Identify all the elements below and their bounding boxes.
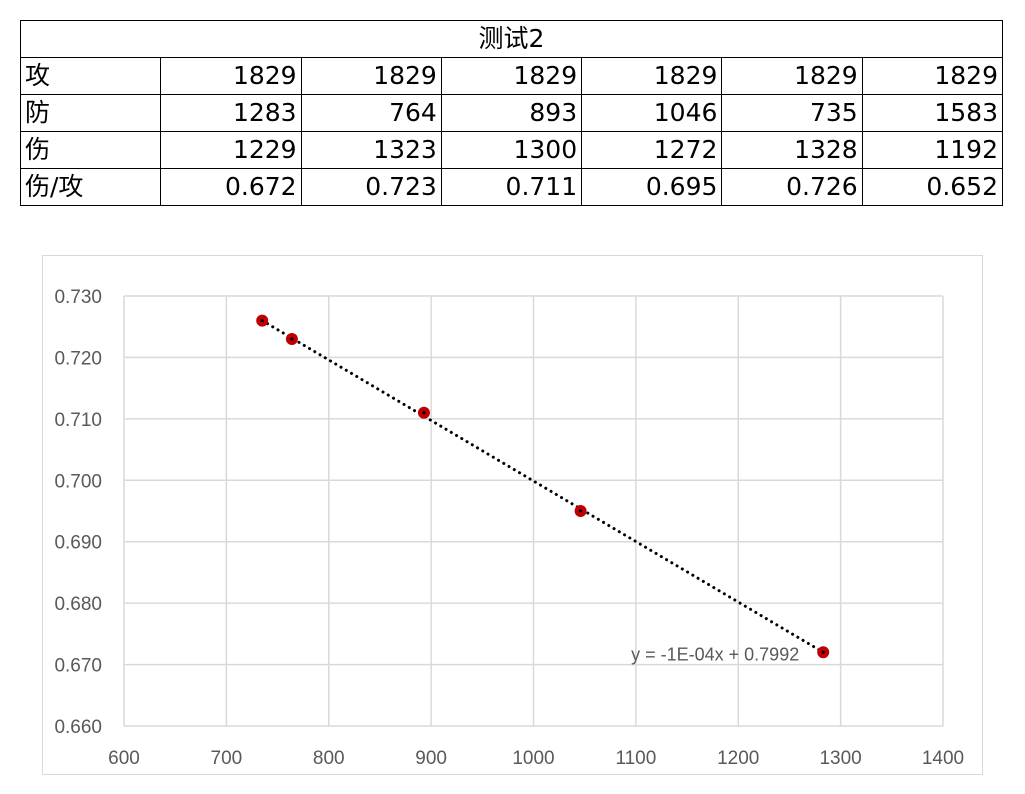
data-point-center: [290, 337, 294, 341]
y-tick-label: 0.700: [54, 471, 102, 492]
table-cell: 764: [300, 94, 442, 132]
table-cell: 1583: [861, 94, 1004, 132]
table-cell: 1192: [861, 131, 1004, 169]
table-cell: 1272: [581, 131, 723, 169]
y-tick-label: 0.710: [54, 410, 102, 431]
table-row: 伤/攻 0.672 0.723 0.711 0.695 0.726 0.652: [19, 168, 1004, 206]
x-tick-label: 1200: [717, 748, 759, 769]
table-cell: 1829: [300, 57, 442, 95]
data-point-center: [422, 411, 426, 415]
row-label: 伤: [19, 131, 162, 169]
table-cell: 1229: [160, 131, 302, 169]
table-row: 攻 1829 1829 1829 1829 1829 1829: [19, 57, 1004, 95]
table-title-row: 测试2: [20, 20, 1003, 58]
chart-area: 600 700 800 900 1000 1100 1200 1300 1400 0.660 0.6…: [42, 255, 983, 775]
table-cell: 1829: [581, 57, 723, 95]
x-tick-label: 1100: [615, 748, 656, 769]
table-cell: 0.723: [300, 168, 442, 206]
data-point-center: [821, 650, 825, 654]
table-row: 防 1283 764 893 1046 735 1583: [19, 94, 1004, 132]
x-tick-label: 800: [313, 748, 345, 769]
data-table: 测试2 攻 1829 1829 1829 1829 1829 1829 防 1283 764 893…: [19, 20, 1004, 206]
table-cell: 1829: [721, 57, 863, 95]
table-cell: 0.652: [861, 168, 1004, 206]
y-tick-label: 0.720: [54, 348, 102, 369]
table-cell: 893: [440, 94, 583, 132]
x-tick-label: 1000: [512, 748, 554, 769]
x-tick-label: 700: [211, 748, 243, 769]
table-cell: 1046: [581, 94, 723, 132]
table-cell: 0.711: [440, 168, 583, 206]
table-cell: 0.726: [721, 168, 863, 206]
data-point-center: [578, 509, 583, 513]
scatter-chart: 600 700 800 900 1000 1100 1200 1300 1400 0.660 0.6…: [54, 287, 964, 769]
x-tick-label: 1400: [922, 748, 964, 769]
table-row: 伤 1229 1323 1300 1272 1328 1192: [19, 131, 1004, 169]
x-tick-label: 900: [415, 748, 447, 769]
table-body: 攻 1829 1829 1829 1829 1829 1829 防 1283 764 893 1046…: [19, 57, 1004, 206]
trendline: [260, 319, 825, 654]
row-label: 防: [19, 94, 162, 132]
trendline-equation: y = -1E-04x + 0.7992: [631, 644, 799, 664]
table-cell: 1829: [160, 57, 302, 95]
table-cell: 1323: [300, 131, 442, 169]
row-label: 攻: [19, 57, 162, 95]
table-cell: 1328: [721, 131, 863, 169]
table-cell: 0.695: [581, 168, 723, 206]
table-cell: 1829: [440, 57, 583, 95]
row-label: 伤/攻: [19, 168, 162, 206]
y-tick-label: 0.670: [54, 656, 102, 677]
table-cell: 1829: [861, 57, 1004, 95]
table-cell: 0.672: [160, 168, 302, 206]
y-tick-label: 0.690: [54, 533, 102, 554]
table-cell: 1283: [160, 94, 302, 132]
y-tick-label: 0.660: [54, 717, 102, 738]
table-cell: 735: [721, 94, 863, 132]
y-tick-label: 0.680: [54, 594, 102, 615]
table-title: 测试2: [20, 20, 1003, 58]
table-cell: 1300: [440, 131, 583, 169]
x-tick-label: 600: [108, 748, 140, 769]
data-point-center: [260, 318, 264, 323]
x-tick-label: 1300: [819, 748, 861, 769]
y-tick-label: 0.730: [54, 287, 102, 308]
